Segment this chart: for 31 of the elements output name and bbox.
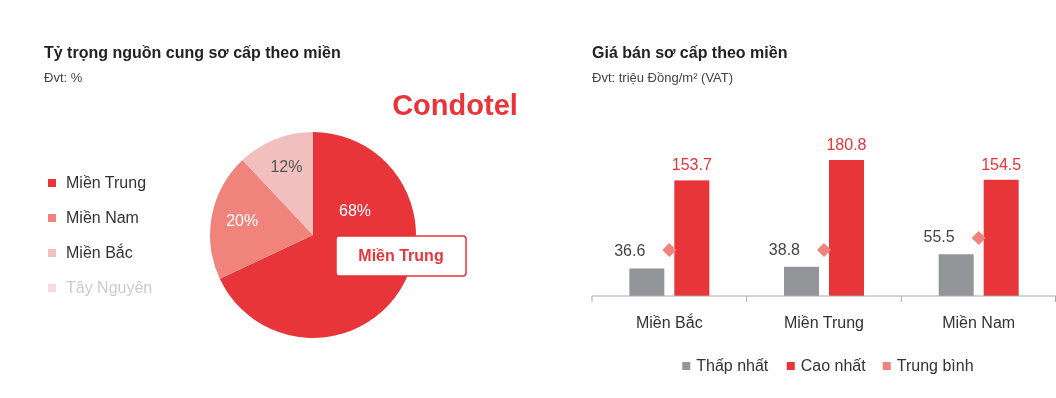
- x-tick-label: Miền Trung: [783, 314, 865, 331]
- bar: [829, 160, 864, 296]
- data-label: 20%: [226, 211, 259, 229]
- data-label: 38.8: [768, 240, 801, 258]
- bar: [983, 179, 1019, 296]
- bar: [784, 266, 819, 296]
- legend-label: Miền Nam: [66, 209, 139, 227]
- data-label: 36.6: [614, 242, 646, 260]
- data-label: 180.8: [826, 136, 867, 153]
- bar: [674, 180, 710, 296]
- bar: [629, 268, 665, 296]
- text: Condotel: [392, 89, 518, 121]
- data-label: 154.5: [981, 155, 1022, 173]
- legend-label: Thấp nhất: [696, 357, 769, 375]
- chart-subtitle: Đvt: triệu Đồng/m² (VAT): [592, 70, 734, 85]
- data-label: 55.5: [923, 228, 955, 246]
- legend-label: Cao nhất: [800, 357, 867, 375]
- pie-slice: [210, 159, 313, 279]
- text: Miền Trung: [358, 247, 444, 265]
- chart-subtitle: Đvt: %: [44, 70, 83, 85]
- legend-label: Miền Bắc: [66, 243, 133, 262]
- legend-label: Miền Trung: [66, 174, 147, 192]
- x-tick-label: Miền Bắc: [635, 313, 703, 331]
- x-tick-label: Miền Nam: [942, 314, 1016, 331]
- data-label: 153.7: [671, 156, 712, 174]
- data-label: 68%: [338, 202, 372, 220]
- chart-title: Tỷ trọng nguồn cung sơ cấp theo miền: [44, 44, 341, 61]
- data-label: 12%: [270, 158, 303, 176]
- chart-title: Giá bán sơ cấp theo miền: [592, 44, 788, 61]
- bar: [938, 254, 974, 296]
- legend-label: Trung bình: [896, 357, 974, 375]
